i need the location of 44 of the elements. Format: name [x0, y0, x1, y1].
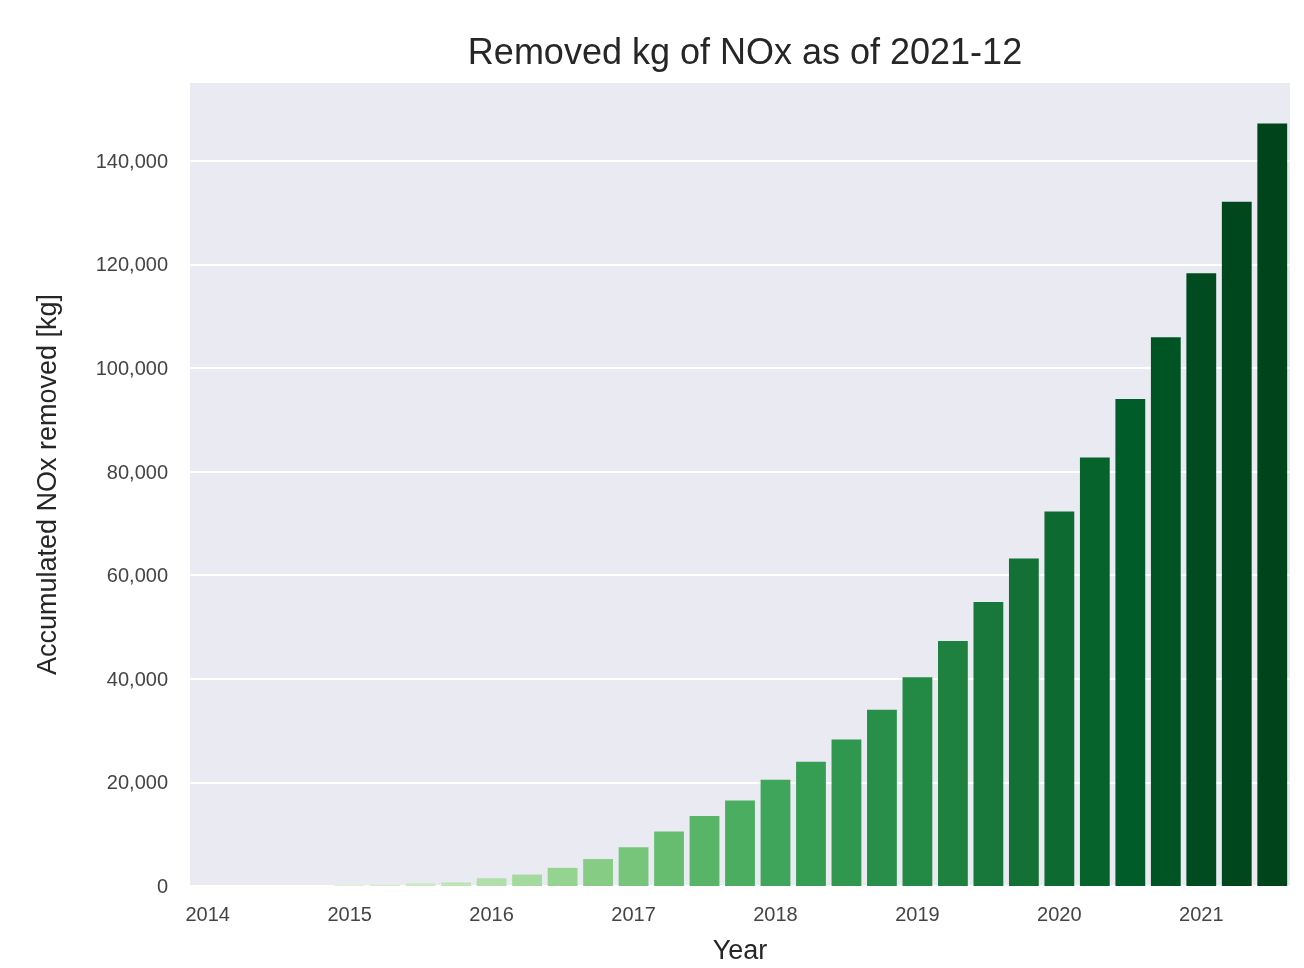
bar: [760, 779, 791, 886]
chart-title: Removed kg of NOx as of 2021-12: [467, 30, 1023, 72]
bar: [938, 640, 968, 886]
bar: [689, 816, 720, 886]
bar: [902, 677, 933, 886]
y-tick-label: 60,000: [106, 564, 168, 587]
bar: [441, 882, 472, 886]
y-tick-label: 40,000: [106, 667, 168, 690]
x-tick-label: 2019: [895, 903, 940, 925]
bar: [831, 739, 862, 886]
bar: [654, 831, 684, 886]
bar: [1150, 337, 1181, 886]
bar: [1008, 558, 1039, 886]
bar: [618, 847, 649, 886]
bar: [725, 800, 755, 886]
bar: [1186, 273, 1217, 886]
bar: [1221, 201, 1252, 886]
bar: [512, 874, 542, 886]
x-tick-label: 2021: [1179, 903, 1224, 925]
x-tick-label: 2017: [611, 903, 656, 925]
bar: [547, 867, 578, 886]
x-tick-label: 2018: [753, 903, 798, 925]
x-tick-label: 2015: [327, 903, 372, 925]
bar: [867, 709, 897, 886]
bar: [1257, 123, 1288, 886]
y-tick-label: 80,000: [106, 460, 168, 483]
bar: [1044, 511, 1075, 886]
bar: [476, 878, 507, 886]
y-tick-label: 0: [156, 875, 168, 897]
bar: [583, 859, 613, 886]
y-tick-label: 20,000: [106, 771, 168, 794]
x-tick-label: 2020: [1037, 903, 1082, 925]
bar: [973, 602, 1004, 886]
bar: [796, 761, 826, 886]
y-tick-label: 100,000: [95, 356, 168, 379]
bar: [405, 883, 436, 886]
y-axis-title: Accumulated NOx removed [kg]: [31, 293, 62, 676]
y-tick-label: 140,000: [95, 149, 168, 172]
bar: [1115, 399, 1146, 886]
x-tick-label: 2016: [469, 903, 514, 925]
bar: [1079, 457, 1110, 886]
x-axis-title: Year: [712, 934, 768, 965]
y-tick-label: 120,000: [95, 253, 168, 276]
x-tick-label: 2014: [185, 903, 230, 925]
